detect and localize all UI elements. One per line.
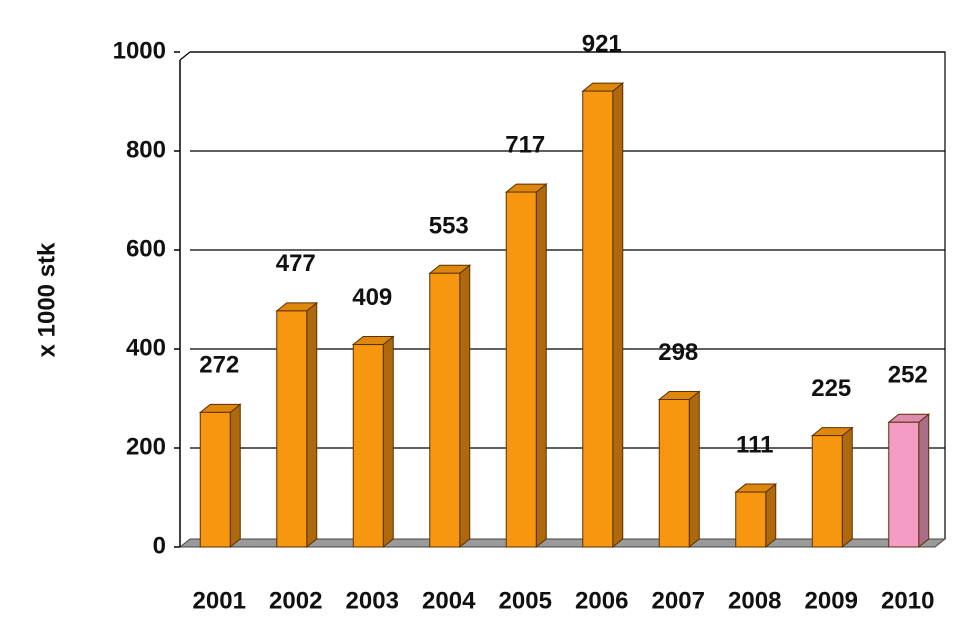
bar [505,191,537,548]
x-tick-label: 2008 [728,587,781,614]
y-tick-label: 200 [126,433,166,460]
y-axis-label: x 1000 stk [33,242,60,357]
bar [429,272,461,548]
value-label: 272 [199,352,239,379]
bar [276,310,308,548]
y-tick-label: 600 [126,235,166,262]
x-tick-label: 2006 [575,587,628,614]
x-tick-label: 2005 [499,587,552,614]
y-tick-label: 400 [126,334,166,361]
bar-side [841,426,853,549]
bar-side [306,301,318,549]
y-tick-label: 0 [153,532,166,559]
value-label: 553 [429,213,469,240]
value-label: 477 [276,250,316,277]
bar-side [535,183,547,549]
bar [735,491,767,548]
value-label: 717 [505,131,545,158]
bar-side [459,264,471,549]
bar [658,398,690,548]
bar [888,421,920,548]
bar [199,411,231,548]
bar-side [688,390,700,549]
x-tick-label: 2002 [269,587,322,614]
x-tick-label: 2004 [422,587,476,614]
y-axis-back [179,51,191,61]
bar-side [612,82,624,549]
bar [582,90,614,548]
value-label: 921 [582,30,622,57]
x-tick-label: 2010 [881,587,934,614]
bar [811,435,843,548]
bar [352,344,384,548]
y-tick-label: 1000 [113,37,166,64]
bar-side [229,403,241,549]
bar-side [382,335,394,549]
x-tick-label: 2003 [346,587,399,614]
bar-side [918,413,930,549]
bar-side [765,483,777,549]
value-label: 225 [811,375,851,402]
value-label: 252 [888,362,928,389]
x-tick-label: 2001 [193,587,246,614]
value-label: 298 [658,339,698,366]
value-label: 111 [736,431,773,458]
value-label: 409 [352,284,392,311]
y-tick-label: 800 [126,136,166,163]
x-tick-label: 2009 [805,587,858,614]
x-tick-label: 2007 [652,587,705,614]
